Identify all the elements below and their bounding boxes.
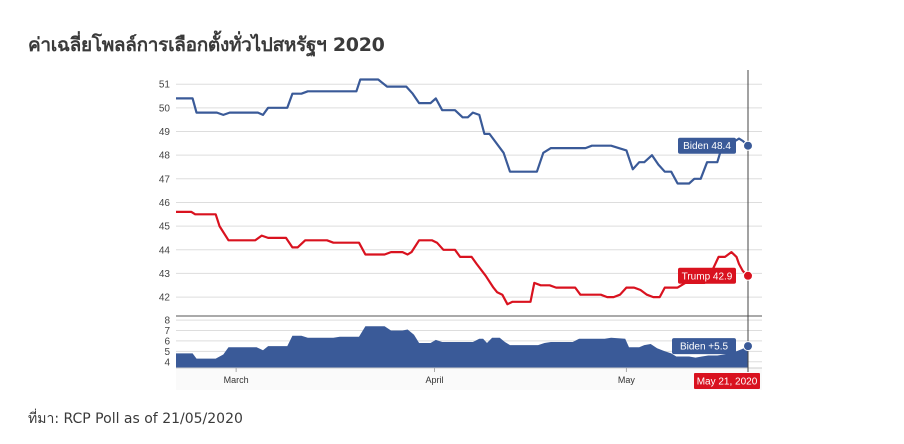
- y-tick-label: 46: [159, 198, 171, 209]
- x-tick-label: May: [618, 375, 636, 385]
- end-label-biden-box: [678, 137, 736, 154]
- page-title: ค่าเฉลี่ยโพลล์การเลือกตั้งทั่วไปสหรัฐฯ 2…: [28, 34, 385, 56]
- series-line-biden: [176, 78, 749, 185]
- end-label-biden-text: Biden 48.4: [683, 141, 731, 152]
- end-marker-spread: [743, 341, 753, 352]
- y-tick-label: 49: [159, 127, 171, 138]
- end-label-trump-box: [678, 267, 736, 284]
- end-label-spread-text: Biden +5.5: [680, 342, 729, 353]
- x-tick-label: April: [425, 375, 443, 385]
- end-marker-trump: [743, 270, 753, 281]
- x-axis-strip: [176, 368, 762, 390]
- source-note: ที่มา: RCP Poll as of 21/05/2020: [28, 411, 243, 427]
- end-marker-biden: [743, 140, 753, 151]
- crosshair-date-text: May 21, 2020: [697, 377, 758, 388]
- spread-area: [176, 326, 748, 368]
- y-tick-label: 45: [159, 222, 171, 233]
- y-tick-label: 44: [159, 245, 171, 256]
- y-tick-label: 47: [159, 174, 171, 185]
- series-line-trump: [176, 210, 749, 306]
- y-tick-label: 7: [164, 326, 170, 337]
- y-tick-label: 5: [164, 347, 170, 358]
- end-label-trump-text: Trump 42.9: [682, 271, 733, 282]
- x-tick-label: March: [224, 375, 249, 385]
- y-tick-label: 42: [159, 293, 171, 304]
- y-tick-label: 48: [159, 151, 171, 162]
- y-tick-label: 8: [164, 316, 170, 327]
- y-tick-label: 4: [164, 357, 170, 368]
- y-tick-label: 51: [159, 80, 171, 91]
- crosshair-date-box: [694, 373, 760, 389]
- y-tick-label: 43: [159, 269, 171, 280]
- end-label-spread-box: [672, 338, 736, 355]
- y-tick-label: 50: [159, 103, 171, 114]
- y-tick-label: 6: [164, 336, 170, 347]
